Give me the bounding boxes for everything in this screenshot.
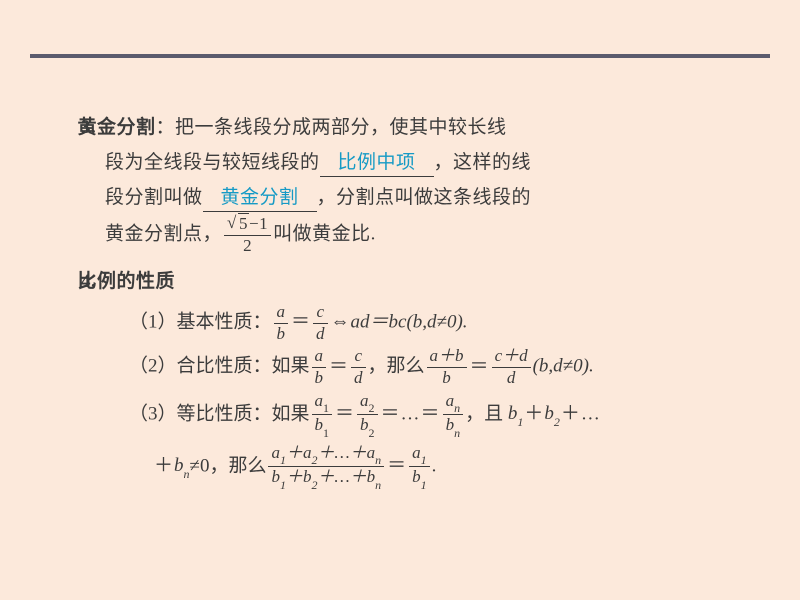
p3-f1: a1 b1 [310,392,335,438]
p3-dots1: … [401,403,420,424]
p1-b: b [274,324,289,344]
p2-eq2: ＝ [469,356,490,377]
p1-label: （1）基本性质： [129,311,272,332]
p3-resnum: a1 [412,443,427,462]
p1-cond: (b,d≠0). [406,311,467,332]
p3-eq3: ＝ [420,403,441,424]
item-3-text4: 段分割叫做 [105,187,203,208]
document-body: 3. 黄金分割：把一条线段分成两部分，使其中较长线 段为全线段与较短线段的比例中… [105,110,695,490]
blank-1-fill: 比例中项 [338,152,416,173]
blank-1: 比例中项 [320,152,434,177]
p3-bt2: b [544,403,554,424]
item-3-line2: 段为全线段与较短线段的比例中项 ，这样的线 [105,145,695,180]
golden-ratio-fraction: 5−1 2 [222,215,273,255]
p2-num2: c＋d [492,347,531,368]
p3-btns: n [184,467,190,481]
p3-b1: b1 [508,403,524,424]
p2-frac3: a＋b b [425,347,469,387]
p2-num1: a＋b [427,347,467,368]
item-4-title: 比例的性质 [78,271,176,292]
p2-eq1: ＝ [328,356,349,377]
p3-a1n: a [315,391,324,410]
p3-bt1s: 1 [517,415,523,429]
p3-resfrac: a1 b1 [407,444,432,490]
p2-frac2: c d [349,347,368,387]
p1-d: d [313,324,328,344]
p2-c: c [351,347,366,368]
p2-label: （2）合比性质：如果 [129,356,310,377]
p3-s2b: 2 [369,426,375,440]
p3-dots2: … [581,403,600,424]
item-3-text6: 黄金分割点， [105,224,222,245]
item-3-text2: 段为全线段与较短线段的 [105,152,320,173]
item-3-text5: ，分割点叫做这条线段的 [317,187,532,208]
p3-plus1: ＋ [523,403,544,424]
blank-2-fill: 黄金分割 [221,187,299,208]
item-4: 4. 比例的性质 [105,264,695,299]
p3-and: b [446,415,455,434]
p2-den1: b [427,368,467,388]
p2-den2: d [492,368,531,388]
p3-snb: n [454,426,460,440]
p3-plus3: ＋ [153,455,174,476]
p3-a2n: a [360,391,369,410]
p3-s1b: 1 [323,426,329,440]
p2-a: a [312,347,327,368]
item-3-line4: 黄金分割点， 5−1 2 叫做黄金比. [105,215,695,255]
p2-cond: (b,d≠0). [533,356,594,377]
p2-d: d [351,368,366,388]
p3-eq1: ＝ [334,403,355,424]
p3-bt2s: 2 [554,415,560,429]
p3-period: . [432,455,437,476]
property-3-line2: ＋bn≠0，那么 a1＋a2＋…＋an b1＋b2＋…＋bn ＝ a1 b1 . [105,444,695,490]
p3-f2: a2 b2 [355,392,380,438]
item-3-text3: ，这样的线 [434,152,532,173]
p3-ne: ≠0，那么 [190,455,267,476]
p3-bn: bn [174,455,190,476]
property-3: （3）等比性质：如果 a1 b1 ＝ a2 b2 ＝…＝ an bn ，且 b1… [105,392,695,438]
p3-bigden: b1＋b2＋…＋bn [271,467,381,486]
p1-a: a [274,303,289,324]
p1-frac1: a b [272,303,291,343]
property-1: （1）基本性质： a b ＝ c d ⇔ad＝bc(b,d≠0). [105,303,695,343]
p3-fn: an bn [441,392,466,438]
p2-frac1: a b [310,347,329,387]
item-3: 3. 黄金分割：把一条线段分成两部分，使其中较长线 [105,110,695,145]
p1-iff: ⇔ [330,311,351,332]
p2-then: ，那么 [368,356,425,377]
property-2: （2）合比性质：如果 a b ＝ c d ，那么 a＋b b ＝ c＋d d (… [105,347,695,387]
header-rule [30,54,770,58]
golden-radicand: 5 [238,213,249,233]
item-3-text1: ：把一条线段分成两部分，使其中较长线 [156,117,507,138]
p3-tail: ，且 [465,403,508,424]
p1-frac2: c d [311,303,330,343]
blank-2: 黄金分割 [203,187,317,212]
p3-bigfrac: a1＋a2＋…＋an b1＋b2＋…＋bn [266,444,386,490]
golden-num-tail: −1 [249,214,268,233]
p1-c: c [313,303,328,324]
golden-den: 2 [224,236,271,256]
p3-label: （3）等比性质：如果 [129,403,310,424]
p3-bignum: a1＋a2＋…＋an [271,443,381,462]
p3-resden: b1 [412,467,427,486]
p3-btn: b [174,455,184,476]
p1-cross: ad＝bc [351,311,407,332]
p2-frac4: c＋d d [490,347,533,387]
p3-a1d: b [315,415,324,434]
p3-bt1: b [508,403,518,424]
p2-b: b [312,368,327,388]
p3-sna: n [454,401,460,415]
p3-s2a: 2 [369,401,375,415]
p3-plus2: ＋ [560,403,581,424]
p3-a2d: b [360,415,369,434]
p3-b2: b2 [544,403,560,424]
p1-eq: ＝ [290,311,311,332]
item-3-text7: 叫做黄金比. [273,224,376,245]
p3-eq4: ＝ [386,455,407,476]
p3-ann: a [446,391,455,410]
p3-s1a: 1 [323,401,329,415]
p3-eq2: ＝ [380,403,401,424]
item-3-line3: 段分割叫做黄金分割 ，分割点叫做这条线段的 [105,180,695,215]
item-3-title: 黄金分割 [78,117,156,138]
